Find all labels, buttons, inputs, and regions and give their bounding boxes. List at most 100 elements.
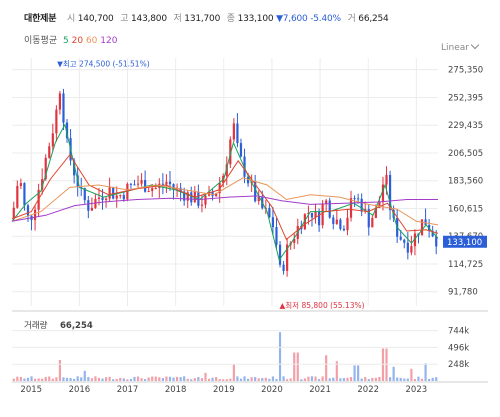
candle-body (204, 195, 207, 205)
candle-body (307, 212, 310, 215)
all-time-low-label: ▲최저 85,800 (55.13%) (280, 300, 365, 310)
candlestick-series (12, 88, 438, 277)
candle-body (104, 198, 108, 201)
close-value: 133,100 (237, 14, 274, 24)
candle-body (321, 204, 324, 226)
volume-bar (264, 377, 267, 381)
volume-bar (94, 376, 97, 381)
scale-mode-dropdown[interactable]: Linear (441, 40, 480, 53)
date-tick-label: 2020 (261, 385, 283, 395)
price-tick-label: 183,560 (448, 177, 483, 187)
candle-body (367, 209, 370, 228)
candle-body (55, 109, 58, 134)
volume-bar (239, 378, 243, 381)
candle-body (33, 209, 37, 221)
candle-body (122, 195, 125, 200)
candle-body (346, 217, 349, 231)
volume-bar (33, 378, 37, 381)
date-tick-label: 2018 (165, 385, 187, 395)
candle-body (186, 192, 189, 201)
volume-bar (51, 378, 54, 381)
candle-body (303, 214, 306, 230)
candle-body (48, 146, 51, 158)
candle-body (268, 208, 271, 218)
candle-body (112, 187, 115, 199)
candle-body (200, 204, 204, 206)
moving-average-legend[interactable]: 이동평균 5 20 60 120 (24, 33, 117, 46)
volume-bar (396, 377, 399, 381)
candle-body (374, 207, 377, 218)
volume-bar (388, 377, 392, 381)
volume-bar (406, 378, 409, 381)
candle-body (424, 219, 427, 226)
volume-bar (236, 376, 239, 381)
volume-bar (26, 377, 30, 381)
price-tick-label: 229,435 (448, 121, 483, 131)
candle-body (183, 191, 186, 201)
volume-bar (246, 378, 250, 381)
volume-bar (271, 376, 275, 381)
candle-body (282, 264, 285, 271)
candle-body (239, 143, 243, 157)
price-axis: 275,350 252,395 229,435 206,505 183,560 160,6… (448, 66, 483, 298)
volume-tick-label: 496k (448, 343, 469, 353)
volume-bar (278, 332, 282, 381)
candle-body (172, 184, 175, 189)
candle-body (342, 228, 346, 231)
candle-body (115, 195, 118, 199)
candle-body (435, 236, 438, 247)
candle-body (16, 185, 19, 208)
change-value: ▼7,600 -5.40% (276, 14, 341, 24)
volume-bar (144, 379, 147, 381)
volume-bar (360, 378, 363, 381)
volume-bar (261, 378, 264, 381)
chart-grid (12, 58, 488, 312)
volume-bar (179, 377, 182, 381)
candle-body (101, 197, 104, 201)
candle-body (19, 183, 22, 186)
candle-body (129, 183, 133, 185)
volume-bar (80, 377, 83, 381)
date-tick-label: 2019 (213, 385, 235, 395)
moving-average-lines (11, 123, 439, 262)
candle-body (140, 180, 143, 184)
volume-bar (381, 348, 385, 381)
candle-body (381, 184, 385, 203)
volume-bar (342, 378, 346, 381)
volume-bar (190, 379, 193, 381)
volume-bar (58, 359, 62, 381)
volume-bar (112, 379, 115, 381)
volume-bar (115, 378, 118, 381)
volume-bar (268, 378, 271, 381)
volume-bar (154, 376, 157, 381)
candle-body (151, 188, 154, 192)
candle-body (225, 164, 228, 176)
candle-body (410, 246, 413, 253)
price-tick-label: 206,505 (448, 149, 483, 159)
volume-bar (37, 378, 40, 381)
low-value: 131,700 (184, 14, 221, 24)
candle-body (406, 242, 409, 253)
volume-bar (346, 377, 349, 381)
volume-bar (183, 376, 186, 381)
ma-legend-label: 이동평균 (24, 36, 58, 46)
ma-5-line (11, 123, 439, 262)
volume-bar (364, 377, 367, 381)
volume-bar (321, 376, 324, 381)
high-label: 고 (120, 14, 129, 24)
volume-bar (332, 377, 335, 381)
volume-bar (168, 376, 172, 381)
high-value: 143,800 (131, 14, 167, 24)
volume-bar (413, 379, 417, 381)
volume-bar (417, 376, 420, 381)
candle-body (275, 227, 278, 245)
volume-bar (193, 378, 196, 381)
date-tick-label: 2021 (309, 385, 331, 395)
candle-body (97, 197, 101, 199)
volume-bar (385, 348, 388, 381)
date-axis: 2015 2016 2017 2018 2019 2020 2021 2022 2023 (12, 381, 488, 395)
open-value: 140,700 (77, 14, 114, 24)
date-tick-label: 2023 (406, 385, 428, 395)
